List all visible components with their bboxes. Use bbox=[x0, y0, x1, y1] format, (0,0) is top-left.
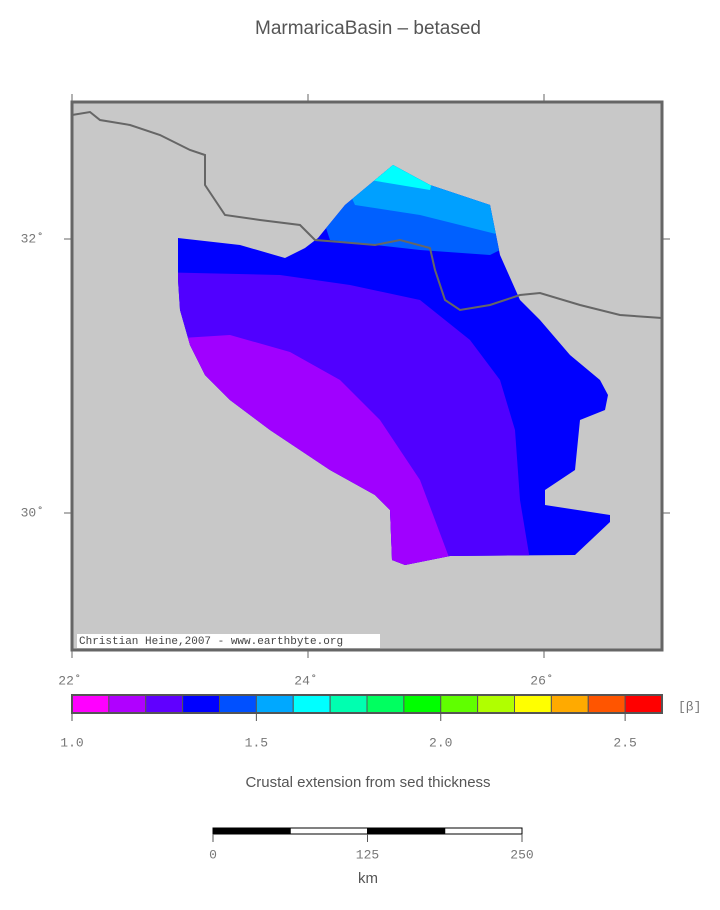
colorbar-segment bbox=[255, 694, 294, 714]
scalebar-segment bbox=[289, 827, 368, 835]
colorbar-segment bbox=[219, 694, 257, 714]
y-tick-label: 32˚ bbox=[21, 231, 44, 246]
x-tick-label: 24˚ bbox=[294, 673, 317, 688]
colorbar-segment bbox=[440, 694, 479, 714]
colorbar-segment bbox=[403, 694, 442, 714]
colorbar-frame bbox=[71, 694, 663, 714]
scalebar-unit: km bbox=[358, 870, 378, 887]
colorbar-segment bbox=[366, 694, 405, 714]
colorbar-tick-label: 2.0 bbox=[429, 735, 452, 750]
colorbar-segment bbox=[145, 694, 184, 714]
colorbar-tick-label: 1.0 bbox=[60, 735, 83, 750]
x-tick-label: 26˚ bbox=[530, 673, 553, 688]
colorbar-segment bbox=[587, 694, 626, 714]
colorbar-segment bbox=[71, 694, 110, 714]
credit: Christian Heine,2007 - www.earthbyte.org bbox=[79, 636, 343, 648]
colorbar-segment bbox=[550, 694, 589, 714]
scalebar-tick-label: 125 bbox=[356, 847, 379, 862]
colorbar-unit: [β] bbox=[678, 699, 701, 714]
colorbar-segment bbox=[477, 694, 515, 714]
x-tick-label: 22˚ bbox=[58, 673, 81, 688]
colorbar-caption: Crustal extension from sed thickness bbox=[245, 774, 490, 791]
credit-box bbox=[77, 634, 380, 648]
colorbar-segment bbox=[292, 694, 331, 714]
scalebar-segment bbox=[444, 827, 523, 835]
scalebar-segment bbox=[367, 827, 446, 835]
colorbar-segment bbox=[108, 694, 147, 714]
scalebar-tick-label: 250 bbox=[510, 847, 533, 862]
colorbar-segment bbox=[514, 694, 552, 714]
colorbar-tick-label: 1.5 bbox=[245, 735, 268, 750]
colorbar-segment bbox=[182, 694, 220, 714]
colorbar-segment bbox=[329, 694, 368, 714]
y-tick-label: 30˚ bbox=[21, 505, 44, 520]
scalebar-tick-label: 0 bbox=[209, 847, 217, 862]
colorbar-tick-label: 2.5 bbox=[613, 735, 636, 750]
title: MarmaricaBasin – betased bbox=[255, 18, 481, 39]
coastline bbox=[71, 110, 663, 319]
region bbox=[360, 165, 440, 190]
scalebar-segment bbox=[212, 827, 291, 835]
map-frame bbox=[70, 100, 664, 652]
colorbar-segment bbox=[624, 694, 663, 714]
